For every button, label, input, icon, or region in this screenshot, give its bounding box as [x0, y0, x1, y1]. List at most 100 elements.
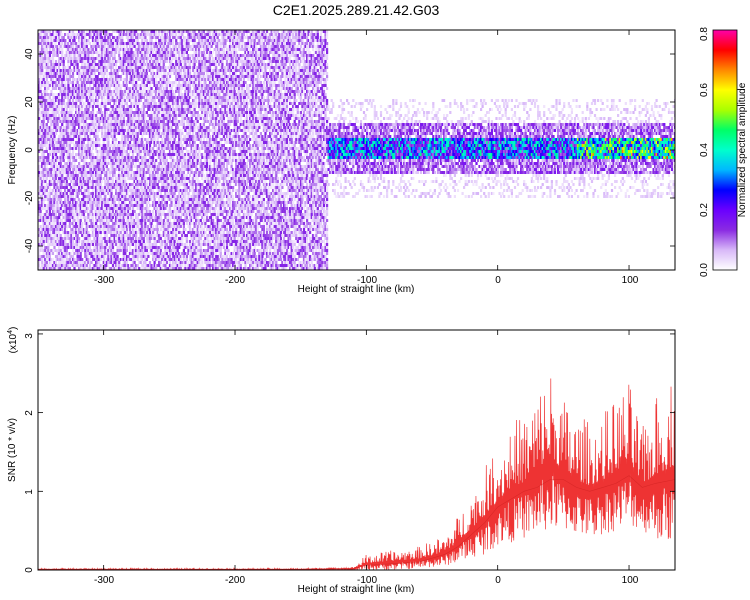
- heatmap-cell: [84, 267, 87, 270]
- heatmap-cell: [38, 204, 41, 207]
- heatmap-cell: [48, 201, 51, 204]
- heatmap-cell: [71, 246, 75, 249]
- heatmap-cell: [91, 249, 95, 252]
- heatmap-cell: [78, 231, 81, 234]
- heatmap-cell: [47, 201, 50, 204]
- heatmap-cell: [71, 216, 75, 219]
- heatmap-cell: [95, 240, 98, 243]
- heatmap-cell: [56, 30, 59, 33]
- heatmap-cell: [42, 123, 45, 126]
- heatmap-cell: [76, 201, 79, 204]
- heatmap-cell: [118, 48, 121, 51]
- heatmap-cell: [111, 42, 115, 45]
- heatmap-cell: [71, 171, 75, 174]
- heatmap-cell: [87, 222, 90, 225]
- heatmap-cell: [70, 36, 73, 39]
- heatmap-cell: [87, 144, 90, 147]
- heatmap-cell: [39, 66, 42, 69]
- heatmap-cell: [54, 225, 58, 228]
- heatmap-cell: [58, 141, 61, 144]
- heatmap-cell: [39, 192, 42, 195]
- heatmap-cell: [70, 93, 73, 96]
- heatmap-cell: [81, 147, 84, 150]
- heatmap-cell: [39, 246, 42, 249]
- heatmap-cell: [85, 114, 88, 117]
- heatmap-cell: [48, 189, 51, 192]
- heatmap-cell: [105, 96, 108, 99]
- heatmap-cell: [61, 171, 64, 174]
- heatmap-cell: [51, 48, 55, 51]
- heatmap-cell: [98, 204, 101, 207]
- heatmap-cell: [54, 42, 58, 45]
- heatmap-cell: [48, 96, 51, 99]
- heatmap-cell: [56, 174, 59, 177]
- heatmap-cell: [115, 186, 118, 189]
- heatmap-cell: [116, 231, 119, 234]
- heatmap-cell: [67, 261, 70, 264]
- heatmap-cell: [39, 255, 42, 258]
- heatmap-cell: [58, 201, 61, 204]
- heatmap-cell: [56, 81, 59, 84]
- heatmap-cell: [150, 114, 153, 117]
- heatmap-cell: [78, 33, 81, 36]
- heatmap-cell: [62, 93, 65, 96]
- heatmap-cell: [65, 216, 68, 219]
- heatmap-cell: [68, 51, 71, 54]
- heatmap-cell: [61, 39, 64, 42]
- heatmap-cell: [58, 213, 61, 216]
- heatmap-cell: [53, 126, 56, 129]
- heatmap-cell: [76, 120, 79, 123]
- heatmap-cell: [41, 192, 44, 195]
- heatmap-cell: [64, 237, 67, 240]
- heatmap-cell: [87, 255, 90, 258]
- heatmap-cell: [105, 117, 108, 120]
- heatmap-cell: [90, 114, 93, 117]
- heatmap-cell: [48, 66, 51, 69]
- heatmap-cell: [56, 126, 59, 129]
- heatmap-cell: [119, 174, 122, 177]
- heatmap-cell: [96, 81, 99, 84]
- heatmap-cell: [104, 129, 107, 132]
- heatmap-cell: [107, 102, 110, 105]
- heatmap-cell: [113, 138, 116, 141]
- heatmap-cell: [65, 174, 68, 177]
- heatmap-cell: [67, 231, 70, 234]
- heatmap-cell: [88, 51, 91, 54]
- heatmap-cell: [64, 45, 67, 48]
- heatmap-cell: [111, 57, 115, 60]
- heatmap-cell: [119, 39, 122, 42]
- heatmap-cell: [99, 93, 102, 96]
- heatmap-cell: [82, 117, 85, 120]
- heatmap-cell: [82, 267, 85, 270]
- heatmap-cell: [99, 66, 102, 69]
- heatmap-cell: [93, 234, 96, 237]
- heatmap-cell: [78, 114, 81, 117]
- heatmap-cell: [125, 255, 128, 258]
- heatmap-cell: [122, 240, 125, 243]
- heatmap-cell: [67, 156, 70, 159]
- heatmap-cell: [101, 45, 104, 48]
- heatmap-cell: [73, 39, 76, 42]
- heatmap-cell: [51, 75, 55, 78]
- heatmap-cell: [41, 144, 44, 147]
- heatmap-cell: [53, 195, 56, 198]
- heatmap-cell: [96, 138, 99, 141]
- heatmap-cell: [98, 189, 101, 192]
- heatmap-cell: [76, 117, 79, 120]
- heatmap-cell: [54, 60, 58, 63]
- heatmap-cell: [113, 81, 116, 84]
- heatmap-cell: [75, 120, 78, 123]
- heatmap-cell: [121, 258, 124, 261]
- heatmap-cell: [101, 216, 104, 219]
- heatmap-cell: [81, 117, 84, 120]
- heatmap-cell: [95, 234, 98, 237]
- heatmap-cell: [104, 171, 107, 174]
- heatmap-cell: [121, 39, 124, 42]
- heatmap-cell: [47, 264, 50, 267]
- heatmap-cell: [96, 162, 99, 165]
- heatmap-cell: [71, 51, 75, 54]
- heatmap-cell: [42, 255, 45, 258]
- heatmap-cell: [70, 204, 73, 207]
- heatmap-cell: [95, 168, 98, 171]
- heatmap-cell: [50, 240, 53, 243]
